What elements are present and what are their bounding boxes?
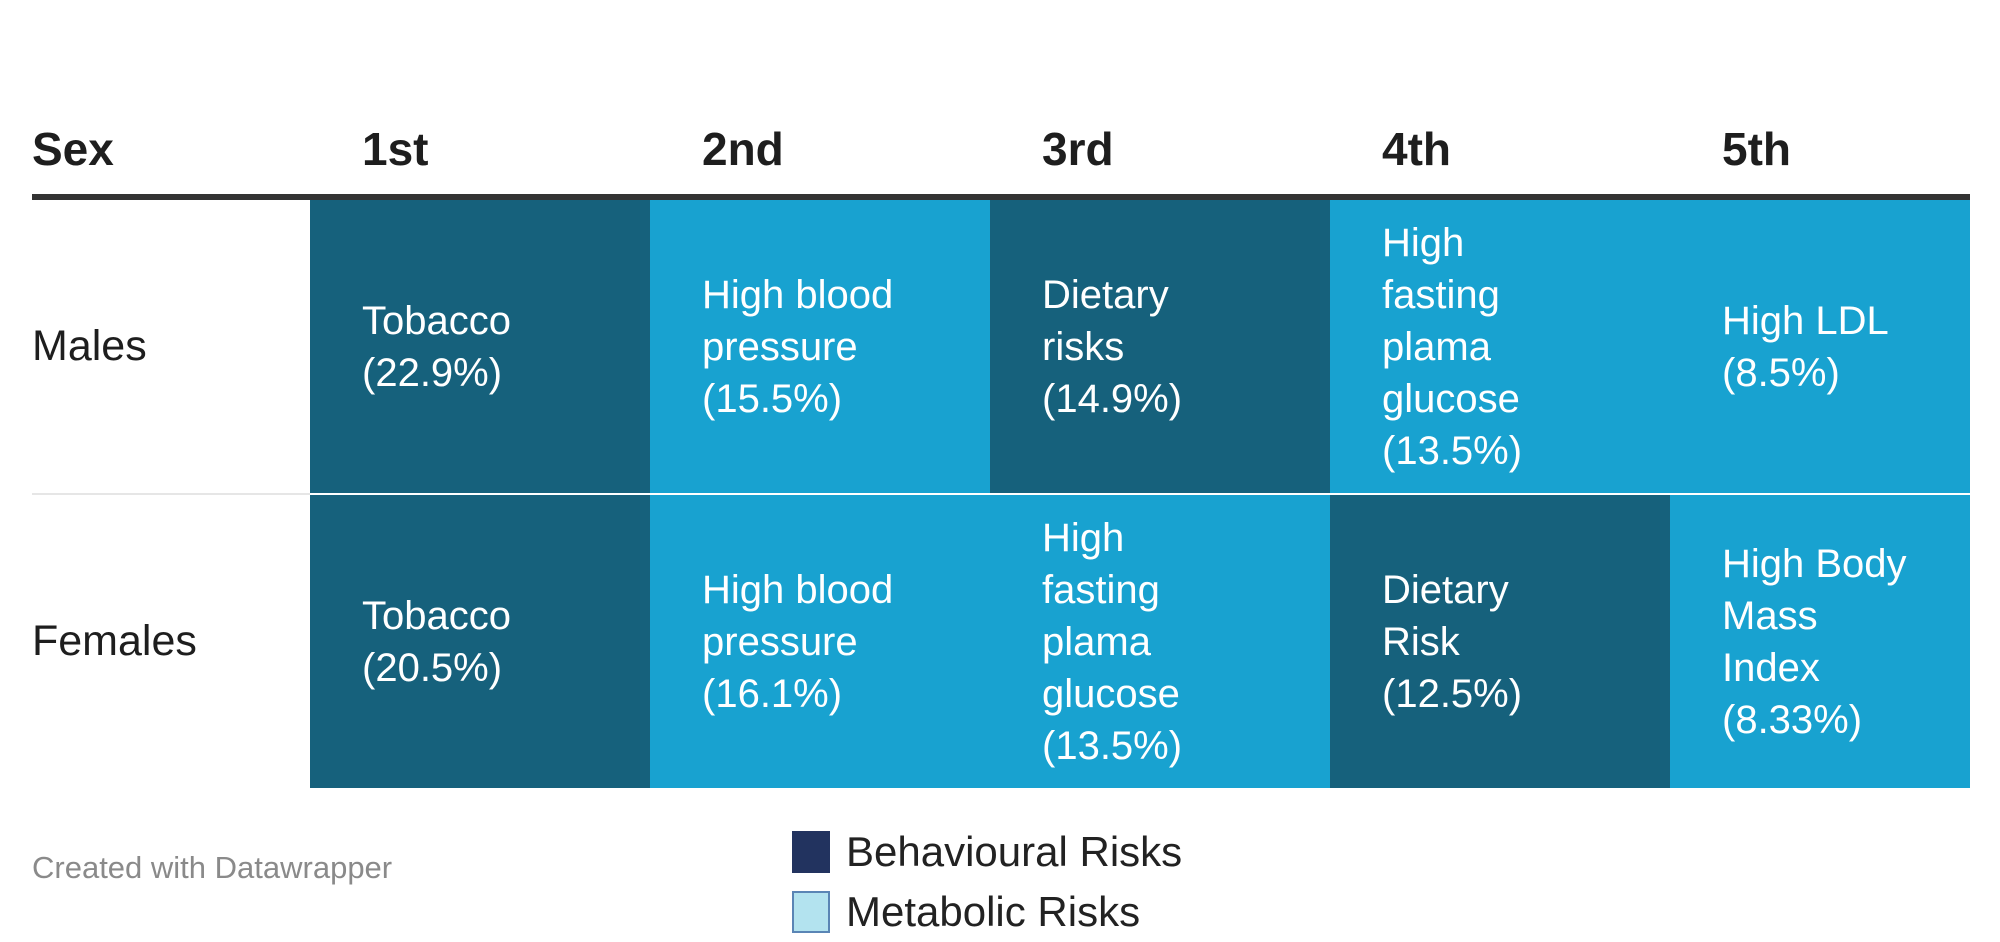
legend-swatch-metabolic bbox=[792, 891, 830, 933]
legend: Behavioural Risks Metabolic Risks bbox=[792, 822, 1182, 942]
cell-text: High Body Mass Index (8.33%) bbox=[1722, 541, 1907, 742]
table-row: Females Tobacco (20.5%) High blood press… bbox=[32, 495, 1970, 788]
legend-item-behavioural: Behavioural Risks bbox=[792, 822, 1182, 882]
header-rank-4: 4th bbox=[1382, 123, 1451, 175]
legend-label-metabolic: Metabolic Risks bbox=[846, 888, 1141, 935]
table-row: Males Tobacco (22.9%) High blood pressur… bbox=[32, 200, 1970, 493]
cell-males-1: Tobacco (22.9%) bbox=[310, 200, 650, 493]
cell-text: High blood pressure (15.5%) bbox=[702, 272, 894, 421]
risk-factor-table: Sex 1st 2nd 3rd 4th 5th Males Tobacco (2… bbox=[32, 100, 1970, 788]
cell-females-5: High Body Mass Index (8.33%) bbox=[1670, 495, 1970, 788]
row-label-females: Females bbox=[32, 617, 197, 665]
cell-text: Dietary Risk (12.5%) bbox=[1382, 567, 1523, 716]
cell-text: Tobacco (22.9%) bbox=[362, 298, 511, 395]
legend-label-behavioural: Behavioural Risks bbox=[846, 828, 1183, 875]
datawrapper-credit: Created with Datawrapper bbox=[32, 850, 393, 885]
header-rank-5: 5th bbox=[1722, 123, 1791, 175]
header-rank-2: 2nd bbox=[702, 123, 784, 175]
legend-swatch-behavioural bbox=[792, 831, 830, 873]
cell-text: Dietary risks (14.9%) bbox=[1042, 272, 1183, 421]
row-label-males: Males bbox=[32, 322, 147, 370]
cell-text: High fasting plama glucose (13.5%) bbox=[1382, 220, 1523, 473]
cell-males-3: Dietary risks (14.9%) bbox=[990, 200, 1330, 493]
table-header-row: Sex 1st 2nd 3rd 4th 5th bbox=[32, 100, 1970, 200]
cell-text: High fasting plama glucose (13.5%) bbox=[1042, 515, 1183, 768]
cell-females-1: Tobacco (20.5%) bbox=[310, 495, 650, 788]
cell-males-2: High blood pressure (15.5%) bbox=[650, 200, 990, 493]
row-separator bbox=[32, 493, 310, 495]
header-rule bbox=[32, 194, 1970, 200]
cell-females-4: Dietary Risk (12.5%) bbox=[1330, 495, 1670, 788]
cell-males-5: High LDL (8.5%) bbox=[1670, 200, 1970, 493]
header-rank-3: 3rd bbox=[1042, 123, 1114, 175]
header-sex: Sex bbox=[32, 123, 114, 175]
legend-item-metabolic: Metabolic Risks bbox=[792, 882, 1182, 942]
cell-females-3: High fasting plama glucose (13.5%) bbox=[990, 495, 1330, 788]
cell-females-2: High blood pressure (16.1%) bbox=[650, 495, 990, 788]
header-rank-1: 1st bbox=[362, 123, 429, 175]
cell-text: Tobacco (20.5%) bbox=[362, 593, 511, 690]
cell-text: High LDL (8.5%) bbox=[1722, 298, 1889, 395]
cell-males-4: High fasting plama glucose (13.5%) bbox=[1330, 200, 1670, 493]
cell-text: High blood pressure (16.1%) bbox=[702, 567, 894, 716]
